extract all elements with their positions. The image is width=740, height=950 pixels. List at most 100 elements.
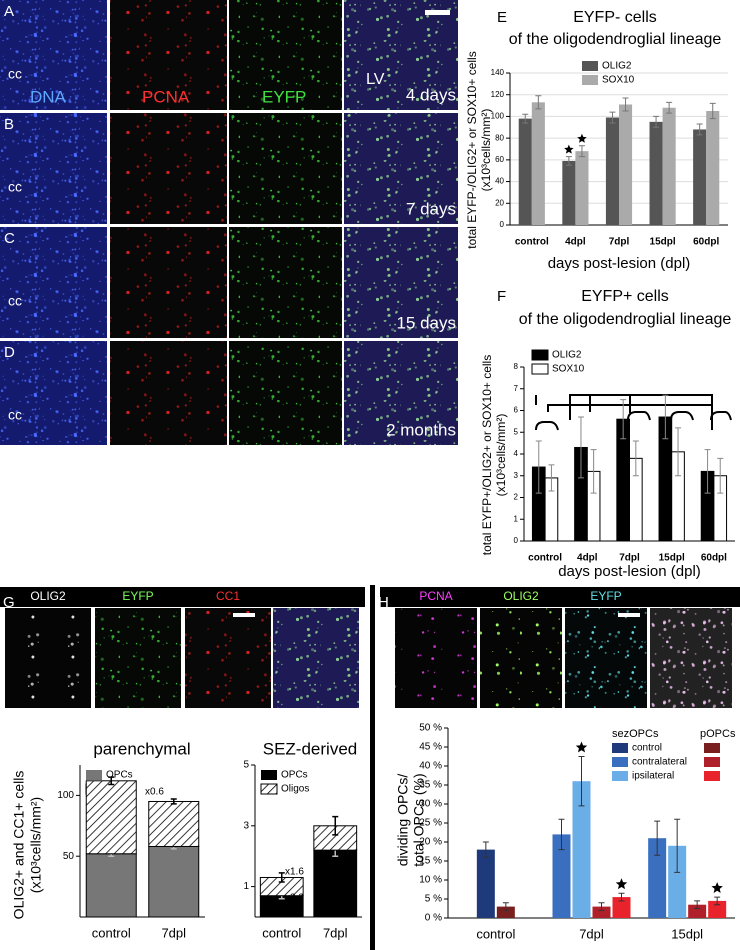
y-tick-label: 40 % — [419, 761, 442, 772]
legend-label: OPCs — [281, 770, 308, 781]
error-bar — [618, 892, 625, 902]
bar — [708, 900, 727, 918]
legend-label: control — [632, 743, 662, 754]
bar — [648, 838, 667, 918]
x-tick-label: 15dpl — [671, 926, 703, 941]
error-bar — [696, 123, 703, 136]
x-tick-label: control — [515, 237, 549, 248]
y-tick-label: 50 % — [419, 723, 442, 734]
panel-letter: B — [4, 116, 14, 133]
x-tick-label: control — [262, 925, 301, 940]
bar — [531, 102, 545, 225]
y-tick-label: 6 — [514, 406, 519, 415]
image-label: OLIG2 — [503, 589, 539, 603]
micrograph — [344, 113, 458, 224]
error-bar — [590, 449, 597, 494]
image-label: CC1 — [216, 589, 240, 603]
bar — [572, 781, 591, 918]
annotation: x1.6 — [285, 867, 304, 878]
error-bar — [598, 902, 605, 911]
x-tick-label: 7dpl — [619, 553, 640, 564]
annotation: x3.2 — [285, 893, 304, 904]
error-bar — [108, 776, 115, 786]
y-tick-label: 5 — [514, 427, 519, 436]
x-tick-label: 7dpl — [579, 926, 604, 941]
error-bar — [714, 896, 721, 906]
significance-star — [577, 133, 587, 143]
legend-label: Oligos — [281, 784, 309, 795]
micrograph — [344, 341, 458, 445]
micrograph — [110, 113, 227, 224]
annotation: x0.6 — [145, 787, 164, 798]
y-axis-label: dividing OPCs/ — [395, 774, 411, 867]
error-bar — [632, 440, 639, 477]
y-tick-label: 80 — [495, 133, 504, 142]
micrograph — [5, 608, 91, 708]
y-tick-label: 1 — [243, 881, 249, 892]
bar-segment — [85, 853, 137, 918]
panel-letter: E — [497, 9, 507, 26]
bar — [518, 118, 532, 225]
legend-label: OLIG2 — [552, 350, 582, 361]
x-tick-label: 7dpl — [609, 237, 630, 248]
y-tick-label: 8 — [514, 362, 519, 371]
legend-label: contralateral — [632, 757, 687, 768]
error-bar — [662, 394, 669, 440]
micrograph — [229, 227, 342, 338]
bar-segment — [85, 780, 137, 855]
panel-letter: F — [497, 288, 506, 305]
error-bar — [704, 449, 711, 494]
y-tick-label: 0 % — [425, 913, 442, 924]
y-tick-label: 140 — [491, 68, 505, 77]
scale-bar — [233, 613, 255, 617]
legend-label: ipsilateral — [632, 771, 674, 782]
error-bar — [666, 101, 673, 114]
scale-bar — [425, 10, 450, 15]
bar — [668, 845, 687, 918]
h-label-strip — [380, 587, 740, 607]
micrograph — [344, 0, 458, 110]
legend-title: pOPCs — [700, 728, 736, 740]
micrograph — [95, 608, 181, 708]
chart-title: of the oligodendroglial lineage — [519, 311, 732, 328]
bar — [649, 121, 663, 225]
error-bar — [609, 111, 616, 124]
x-tick-label: 60dpl — [701, 553, 727, 564]
y-tick-label: 10 % — [419, 875, 442, 886]
legend-swatch — [582, 61, 598, 71]
micrograph — [0, 0, 107, 110]
region-label: cc — [8, 407, 22, 423]
significance-star — [575, 741, 588, 753]
legend-swatch — [704, 743, 720, 753]
y-axis-label: (x10³cells/mm²) — [28, 797, 44, 893]
bar-segment — [148, 800, 200, 847]
region-label: cc — [8, 293, 22, 309]
y-axis-label: (x10³cells/mm²) — [479, 109, 493, 192]
y-tick-label: 5 % — [425, 894, 442, 905]
bar — [605, 117, 619, 225]
scale-bar — [618, 613, 640, 617]
bar — [662, 107, 676, 225]
error-bar — [502, 902, 509, 911]
chart-title: of the oligodendroglial lineage — [509, 31, 722, 48]
micrograph — [229, 341, 342, 445]
micrograph — [650, 608, 732, 708]
x-tick-label: 15dpl — [650, 237, 676, 248]
y-axis-label: OLIG2+ and CC1+ cells — [11, 771, 27, 920]
y-tick-label: 50 — [63, 851, 75, 862]
y-axis-label: total EYFP-/OLIG2+ or SOX10+ cells — [465, 51, 479, 248]
error-bar — [694, 900, 701, 909]
x-tick-label: 4dpl — [565, 237, 586, 248]
micrograph — [110, 227, 227, 338]
legend-swatch — [612, 743, 628, 753]
y-tick-label: 2 — [514, 493, 519, 502]
x-tick-label: 4dpl — [577, 553, 598, 564]
error-bar — [170, 798, 177, 805]
bar — [619, 104, 633, 225]
y-tick-label: 4 — [514, 449, 519, 458]
error-bar — [709, 102, 716, 120]
y-tick-label: 25 % — [419, 818, 442, 829]
x-tick-label: 60dpl — [693, 237, 719, 248]
bar — [476, 849, 495, 918]
micrograph — [229, 113, 342, 224]
